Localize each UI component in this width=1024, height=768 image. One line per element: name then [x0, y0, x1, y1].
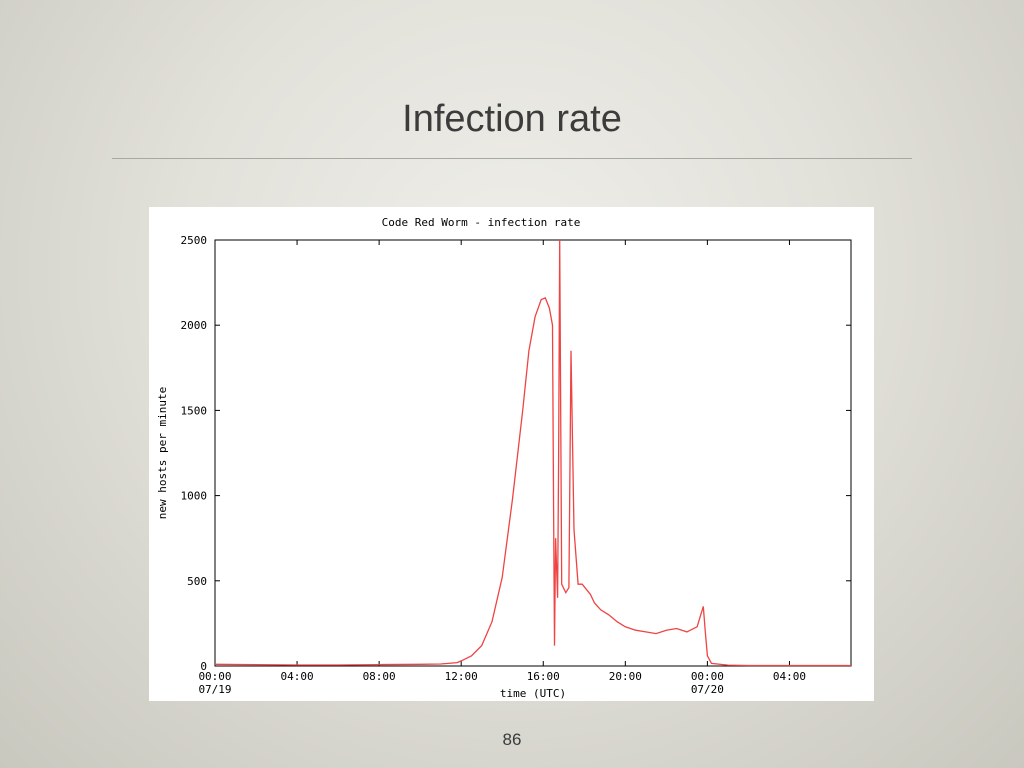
x-tick-label: 16:00 [527, 670, 560, 683]
x-tick-label: 00:00 [198, 670, 231, 683]
x-tick-label: 20:00 [609, 670, 642, 683]
chart-title: Code Red Worm - infection rate [382, 216, 581, 229]
x-tick-label: 12:00 [445, 670, 478, 683]
y-axis-label: new hosts per minute [156, 387, 169, 519]
x-tick-label: 08:00 [363, 670, 396, 683]
series-line [214, 239, 851, 667]
plot-frame [214, 239, 852, 667]
y-tick-label: 500 [187, 575, 207, 588]
y-tick-label: 1000 [181, 490, 208, 503]
page-number: 86 [502, 730, 522, 749]
x-axis-label: time (UTC) [500, 687, 566, 700]
series-layer [214, 239, 851, 667]
slide-title: Infection rate [402, 98, 622, 140]
chart-panel: Code Red Worm - infection rate new hosts… [149, 207, 874, 701]
x-tick-label: 00:00 [691, 670, 724, 683]
x-tick-sublabel: 07/19 [198, 683, 231, 696]
chart-svg: Code Red Worm - infection rate new hosts… [156, 216, 852, 700]
x-tick-label: 04:00 [773, 670, 806, 683]
x-tick-sublabel: 07/20 [691, 683, 724, 696]
y-tick-label: 2000 [181, 319, 208, 332]
x-tick-label: 04:00 [281, 670, 314, 683]
y-tick-label: 0 [200, 660, 207, 673]
title-divider [112, 158, 912, 159]
y-tick-label: 2500 [181, 234, 208, 247]
y-tick-label: 1500 [181, 404, 208, 417]
